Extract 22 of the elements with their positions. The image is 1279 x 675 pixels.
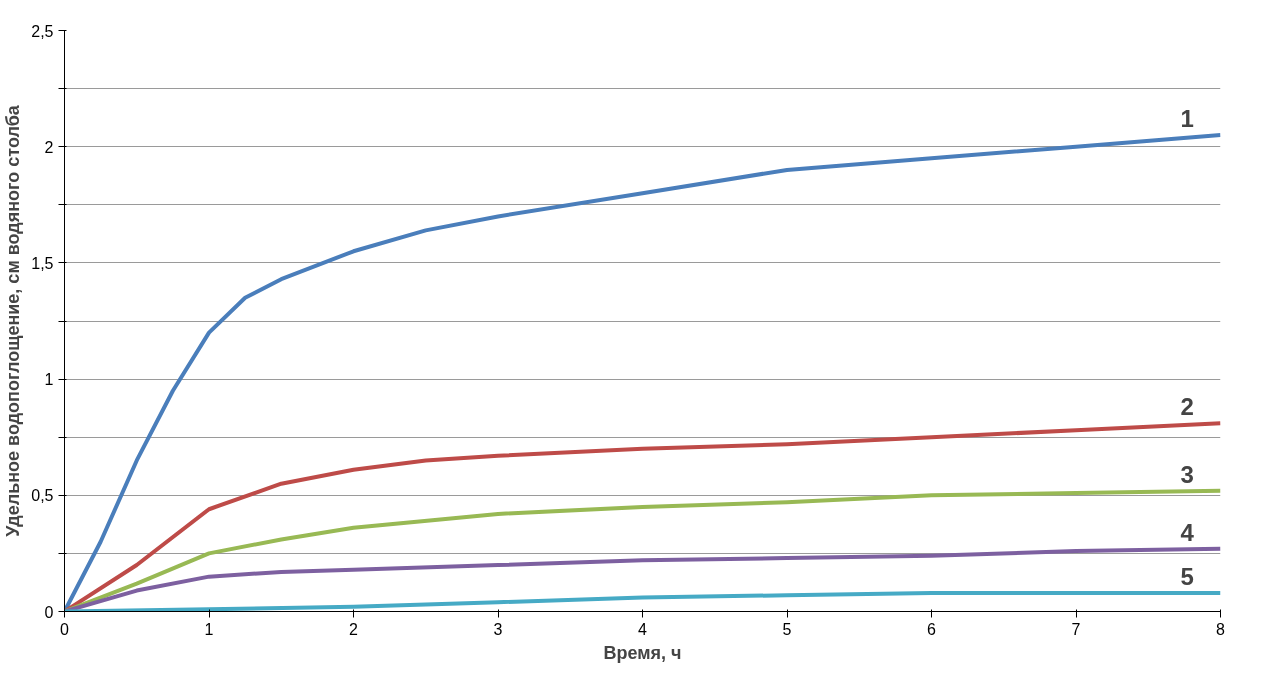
y-tick-label: 0 (44, 603, 54, 621)
series-label: 4 (1180, 518, 1195, 546)
y-tick-label: 1,5 (31, 254, 54, 272)
x-tick-label: 1 (204, 620, 214, 638)
x-tick-label: 0 (60, 620, 70, 638)
x-tick-label: 4 (638, 620, 648, 638)
x-tick-label: 7 (1071, 620, 1081, 638)
x-tick-label: 8 (1216, 620, 1226, 638)
y-axis-title: Удельное водопоглощение, см водяного столба (3, 104, 24, 537)
x-tick-label: 3 (493, 620, 503, 638)
series-label: 3 (1180, 460, 1194, 488)
series-label: 1 (1180, 105, 1194, 133)
y-tick-label: 0,5 (31, 487, 54, 505)
x-tick-label: 5 (782, 620, 792, 638)
x-tick-label: 2 (349, 620, 359, 638)
x-axis-title: Время, ч (603, 642, 682, 663)
y-tick-label: 1 (44, 371, 54, 389)
y-tick-label: 2 (44, 138, 54, 156)
series-label: 2 (1180, 393, 1194, 421)
series-label: 5 (1180, 562, 1194, 590)
x-tick-label: 6 (927, 620, 937, 638)
y-tick-label: 2,5 (31, 22, 54, 40)
